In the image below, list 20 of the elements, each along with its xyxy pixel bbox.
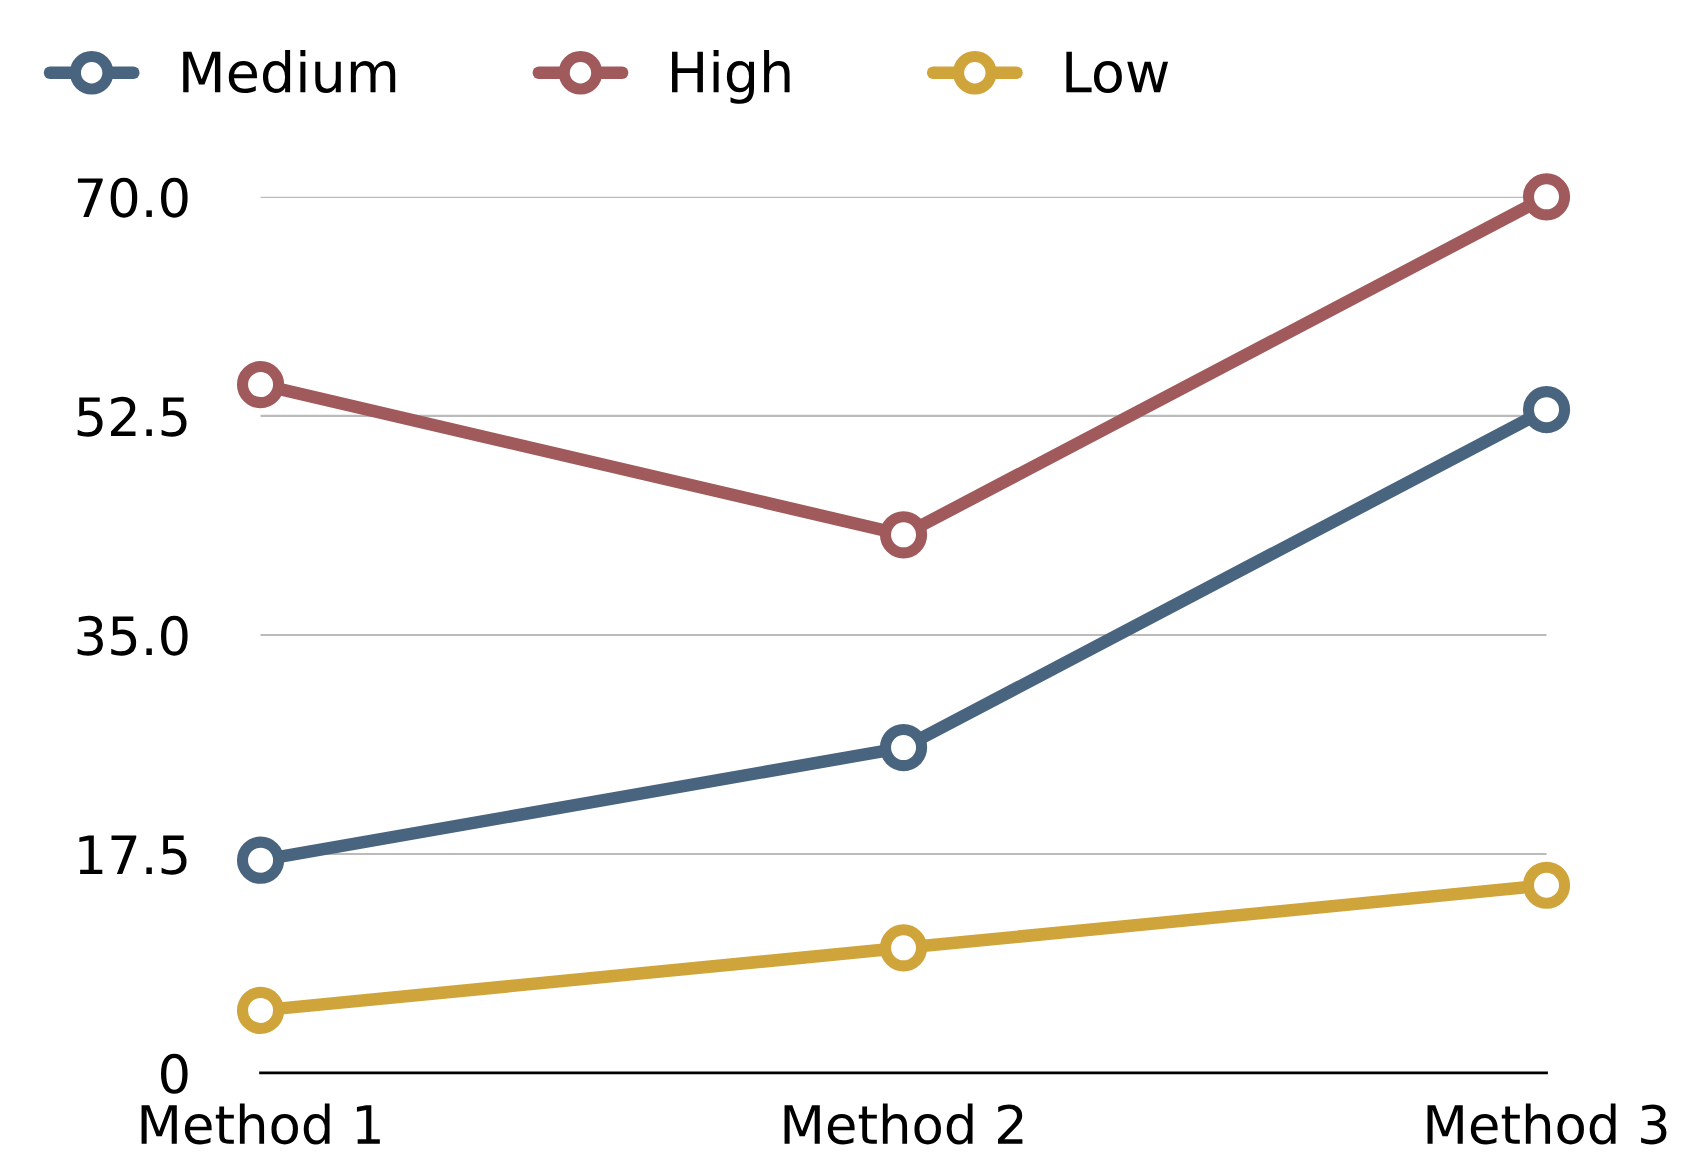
y-tick-label: 70.0: [77, 177, 188, 218]
x-tick-label: Method 1: [141, 1103, 380, 1145]
point: [879, 511, 928, 559]
legend-label: Medium: [183, 50, 396, 93]
y-tick-label: 17.5: [79, 835, 187, 875]
legend-label: High: [672, 50, 790, 104]
point: [879, 723, 928, 772]
x-tick-label: Method 2: [784, 1103, 1023, 1145]
x-tick-label: Method 3: [1427, 1103, 1667, 1145]
point: [236, 360, 285, 409]
point: [236, 836, 285, 884]
legend-label: Low: [1066, 51, 1169, 93]
y-tick-label: 35.0: [77, 615, 188, 656]
point: [1522, 861, 1571, 909]
y-tick-label: 52.5: [77, 396, 187, 437]
point: [236, 986, 285, 1035]
point: [879, 924, 928, 972]
y-tick-label: 0: [161, 1053, 188, 1094]
point: [1522, 386, 1571, 434]
point: [1522, 173, 1571, 221]
